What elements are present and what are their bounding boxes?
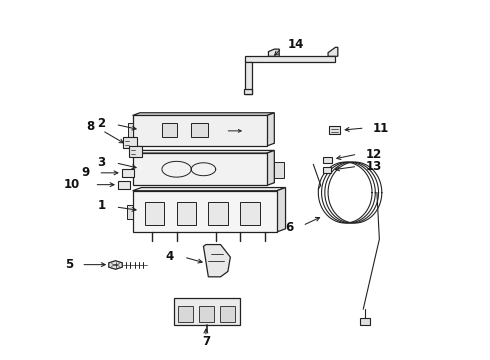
Text: 8: 8: [86, 121, 95, 134]
Polygon shape: [118, 181, 130, 189]
Polygon shape: [208, 202, 228, 225]
Polygon shape: [145, 202, 164, 225]
Polygon shape: [133, 191, 277, 232]
Text: 14: 14: [288, 38, 304, 51]
Polygon shape: [162, 123, 176, 137]
Polygon shape: [360, 318, 369, 325]
Polygon shape: [274, 162, 284, 178]
Polygon shape: [129, 146, 143, 157]
Polygon shape: [178, 306, 193, 321]
Polygon shape: [199, 306, 214, 321]
Polygon shape: [122, 169, 134, 177]
Polygon shape: [245, 56, 335, 62]
Text: 9: 9: [82, 166, 90, 179]
Polygon shape: [176, 202, 196, 225]
Polygon shape: [323, 167, 331, 173]
Polygon shape: [244, 89, 252, 94]
Polygon shape: [127, 205, 133, 220]
Polygon shape: [128, 123, 133, 137]
Text: 4: 4: [166, 249, 174, 262]
Polygon shape: [277, 188, 286, 232]
Text: 10: 10: [64, 178, 80, 191]
Text: 12: 12: [366, 148, 382, 161]
Polygon shape: [220, 306, 235, 321]
Polygon shape: [174, 298, 240, 325]
Polygon shape: [240, 202, 260, 225]
Text: 11: 11: [373, 122, 389, 135]
Text: 6: 6: [286, 221, 294, 234]
Polygon shape: [267, 150, 274, 185]
Text: 1: 1: [98, 199, 106, 212]
Polygon shape: [133, 116, 267, 146]
Polygon shape: [323, 157, 332, 163]
Polygon shape: [123, 137, 137, 148]
Polygon shape: [267, 113, 274, 146]
Polygon shape: [191, 123, 208, 137]
Polygon shape: [269, 49, 279, 56]
Polygon shape: [133, 188, 286, 191]
Polygon shape: [203, 244, 230, 277]
Text: 13: 13: [366, 160, 382, 173]
Polygon shape: [245, 62, 252, 94]
Polygon shape: [133, 150, 274, 153]
Text: 7: 7: [202, 335, 210, 348]
Polygon shape: [133, 153, 267, 185]
Polygon shape: [329, 126, 340, 134]
Polygon shape: [133, 113, 274, 116]
Text: 3: 3: [98, 156, 106, 168]
Text: 5: 5: [65, 258, 73, 271]
Polygon shape: [109, 261, 122, 269]
Text: 2: 2: [98, 117, 106, 130]
Polygon shape: [328, 47, 338, 56]
